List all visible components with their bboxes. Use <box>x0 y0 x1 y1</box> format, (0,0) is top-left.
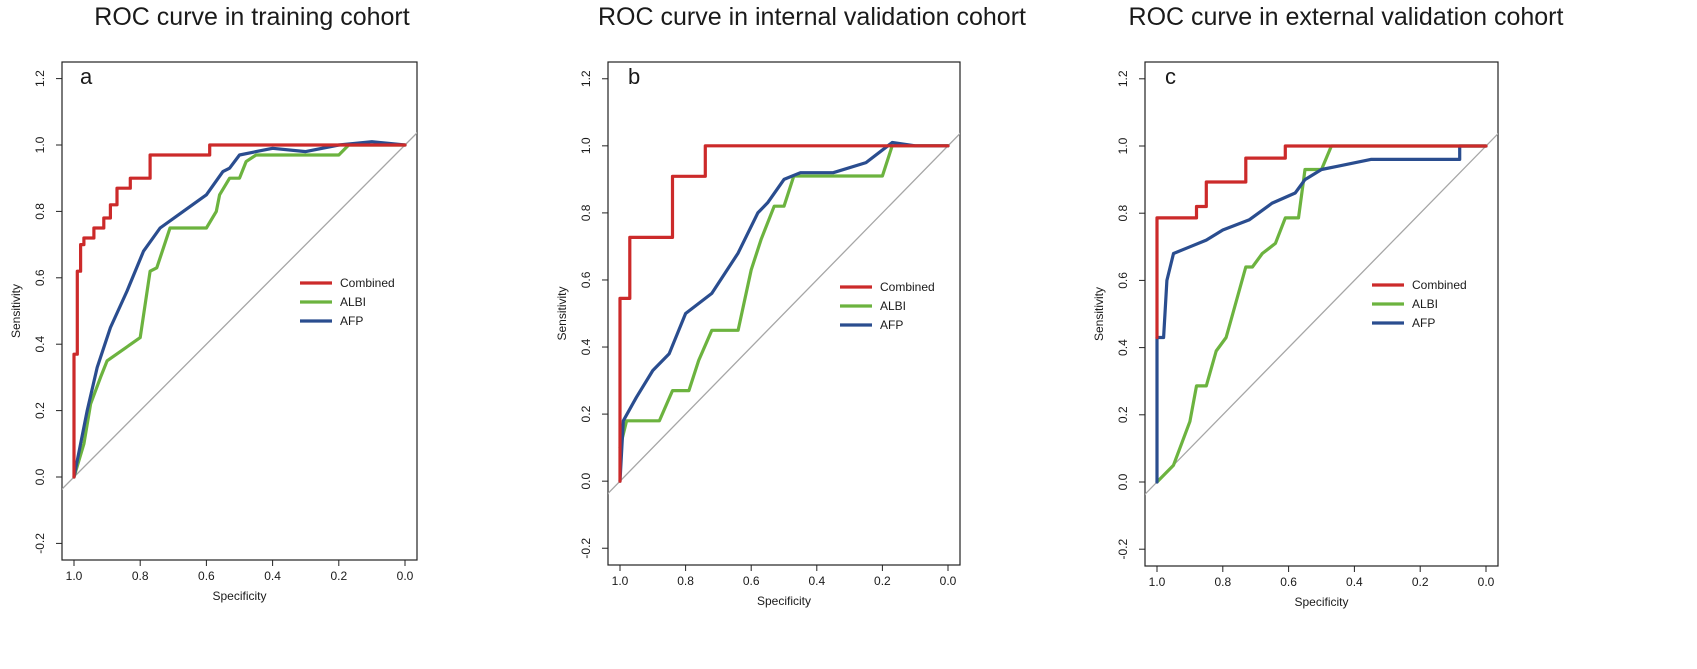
legend-label-albi: ALBI <box>880 299 906 313</box>
plot-frame <box>607 61 961 566</box>
y-tick-label: 0.2 <box>1116 406 1130 423</box>
reference-diagonal <box>62 132 417 490</box>
x-tick-label: 1.0 <box>66 569 83 583</box>
y-axis-label: Sensitivity <box>9 284 23 338</box>
series-line-albi <box>618 144 950 450</box>
y-axis-label: Sensitivity <box>555 286 569 340</box>
y-tick-label: 1.0 <box>1116 137 1130 154</box>
series-line-combined <box>72 143 407 479</box>
x-tick-label: 0.2 <box>874 574 891 588</box>
x-tick-label: 0.8 <box>132 569 149 583</box>
legend-label-afp: AFP <box>340 314 363 328</box>
series-line-combined <box>618 144 950 483</box>
x-tick-label: 0.4 <box>264 569 281 583</box>
y-tick-label: 0.2 <box>33 402 47 419</box>
x-tick-label: 0.6 <box>1280 575 1297 589</box>
reference-diagonal <box>1145 132 1498 496</box>
y-tick-label: 0.4 <box>33 336 47 353</box>
series-line-afp <box>72 140 407 479</box>
y-tick-label: 0.8 <box>579 204 593 221</box>
panel-c: ROC curve in external validation cohort c… <box>1092 3 1564 609</box>
panel-letter: a <box>80 64 93 89</box>
chart-title: ROC curve in internal validation cohort <box>598 3 1026 31</box>
panel-letter: c <box>1165 64 1176 89</box>
x-tick-label: 0.0 <box>1478 575 1495 589</box>
panel-letter: b <box>628 64 640 89</box>
y-tick-label: 1.0 <box>579 137 593 154</box>
x-tick-label: 1.0 <box>612 574 629 588</box>
y-tick-label: 1.2 <box>1116 70 1130 87</box>
legend-label-combined: Combined <box>1412 278 1467 292</box>
x-axis-label: Specificity <box>212 589 266 603</box>
x-tick-label: 0.0 <box>397 569 414 583</box>
y-tick-label: 0.6 <box>1116 272 1130 289</box>
x-tick-label: 0.8 <box>1214 575 1231 589</box>
y-tick-label: -0.2 <box>1116 539 1130 560</box>
reference-diagonal <box>608 132 960 495</box>
x-tick-label: 0.6 <box>198 569 215 583</box>
x-tick-label: 0.0 <box>940 574 957 588</box>
x-tick-label: 0.6 <box>743 574 760 588</box>
legend-label-afp: AFP <box>880 318 903 332</box>
y-tick-label: 1.2 <box>33 70 47 87</box>
series-line-albi <box>1155 144 1488 484</box>
y-tick-label: 0.2 <box>579 405 593 422</box>
x-tick-label: 0.2 <box>330 569 347 583</box>
legend-label-combined: Combined <box>340 276 395 290</box>
x-tick-label: 0.4 <box>808 574 825 588</box>
x-tick-label: 0.8 <box>677 574 694 588</box>
y-tick-label: 1.0 <box>33 136 47 153</box>
x-tick-label: 0.2 <box>1412 575 1429 589</box>
x-tick-label: 0.4 <box>1346 575 1363 589</box>
plot-frame <box>1144 61 1499 567</box>
legend-label-albi: ALBI <box>1412 297 1438 311</box>
plot-frame <box>61 61 418 561</box>
panel-b: ROC curve in internal validation cohort b… <box>555 3 1026 608</box>
x-axis-label: Specificity <box>757 594 811 608</box>
y-tick-label: 0.4 <box>579 338 593 355</box>
x-tick-label: 1.0 <box>1149 575 1166 589</box>
legend-label-combined: Combined <box>880 280 935 294</box>
series-line-afp <box>618 140 950 483</box>
y-tick-label: 0.8 <box>33 203 47 220</box>
y-tick-label: 0.0 <box>1116 473 1130 490</box>
x-axis-label: Specificity <box>1294 595 1348 609</box>
y-tick-label: 0.6 <box>33 269 47 286</box>
series-line-combined <box>1155 144 1488 340</box>
y-tick-label: 0.6 <box>579 271 593 288</box>
y-tick-label: 0.8 <box>1116 205 1130 222</box>
legend-label-albi: ALBI <box>340 295 366 309</box>
y-tick-label: 0.0 <box>33 468 47 485</box>
series-line-afp <box>1155 144 1488 484</box>
y-tick-label: 1.2 <box>579 70 593 87</box>
y-tick-label: 0.0 <box>579 473 593 490</box>
legend-label-afp: AFP <box>1412 316 1435 330</box>
y-axis-label: Sensitivity <box>1092 287 1106 341</box>
y-tick-label: -0.2 <box>33 533 47 554</box>
series-line-albi <box>72 143 407 479</box>
chart-title: ROC curve in external validation cohort <box>1129 3 1564 31</box>
panel-a: ROC curve in training cohort a -0.2 0.0 0.2 0… <box>9 3 418 603</box>
chart-title: ROC curve in training cohort <box>94 3 409 31</box>
y-tick-label: 0.4 <box>1116 339 1130 356</box>
y-tick-label: -0.2 <box>579 538 593 559</box>
